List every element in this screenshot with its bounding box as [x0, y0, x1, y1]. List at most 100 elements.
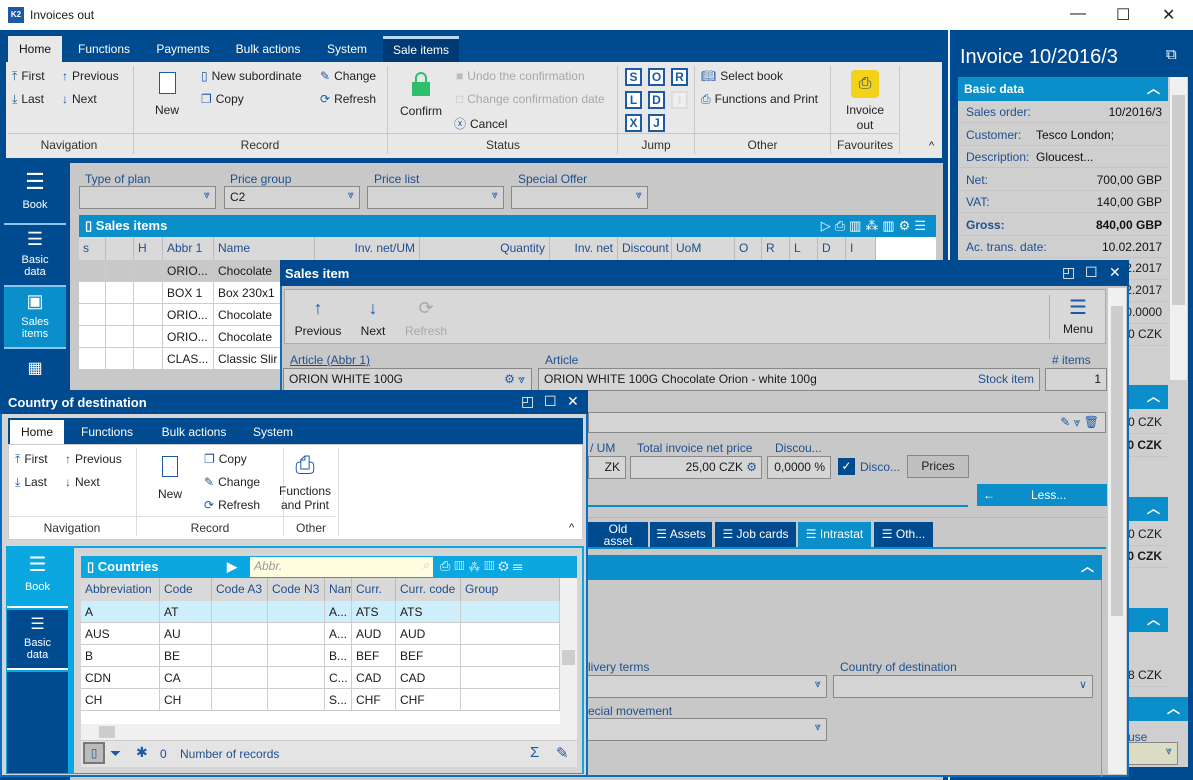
change-confirmation-date-button[interactable]: □ Change confirmation date [456, 92, 605, 106]
note-field[interactable]: ✎ ⩔ 🗑︎ [588, 412, 1106, 433]
previous-button[interactable]: ↑ Previous [292, 298, 344, 338]
table-cell[interactable]: CH [81, 689, 160, 711]
table-cell[interactable] [268, 667, 325, 689]
table-cell[interactable]: ORIO... [163, 260, 214, 282]
table-cell[interactable]: CH [160, 689, 212, 711]
article-abbr-field[interactable]: ORION WHITE 100G ⚙ ⩔ [283, 368, 532, 391]
total-net-field[interactable]: 25,00 CZK ⚙ [630, 456, 762, 479]
table-cell[interactable] [106, 260, 134, 282]
table-cell[interactable]: AUS [81, 623, 160, 645]
sidebar-item-sales-items[interactable]: ▣ Sales items [4, 287, 66, 349]
tab-other[interactable]: ☰ Oth... [874, 522, 933, 547]
table-cell[interactable] [461, 645, 560, 667]
tab-job-cards[interactable]: ☰ Job cards [715, 522, 796, 547]
close-icon[interactable]: ✕ [1109, 264, 1121, 280]
collapse-icon[interactable]: ︿ [1146, 501, 1160, 516]
delivery-terms-combo[interactable]: ⩔ [582, 675, 827, 698]
tab-bulk-actions[interactable]: Bulk actions [235, 42, 301, 56]
sidebar-item-book[interactable]: ☰ Book [4, 163, 66, 225]
tab-bulk-actions[interactable]: Bulk actions [161, 425, 227, 439]
table-cell[interactable]: ORIO... [163, 326, 214, 348]
dock-icon[interactable]: ◰ [1062, 264, 1076, 280]
table-cell[interactable]: AU [160, 623, 212, 645]
tab-assets[interactable]: ☰ Assets [650, 522, 712, 547]
table-cell[interactable] [106, 282, 134, 304]
collapse-icon[interactable]: ︿ [1146, 389, 1160, 404]
table-cell[interactable]: BE [160, 645, 212, 667]
table-cell[interactable]: B... [325, 645, 352, 667]
table-cell[interactable] [212, 623, 268, 645]
column-header[interactable]: Nam [325, 578, 352, 601]
new-subordinate-button[interactable]: ▯ New subordinate [201, 69, 302, 83]
column-header[interactable]: Name [214, 237, 315, 260]
table-cell[interactable] [79, 260, 106, 282]
country-title-bar[interactable]: Country of destination ◰ ☐ ✕ [0, 390, 588, 414]
table-cell[interactable] [212, 601, 268, 623]
filter-icon[interactable]: ⏷ [110, 745, 122, 761]
collapse-icon[interactable]: ︿ [1166, 701, 1180, 716]
table-cell[interactable]: BOX 1 [163, 282, 214, 304]
minimize-button[interactable]: — [1070, 5, 1086, 22]
maximize-icon[interactable]: ☐ [1085, 264, 1098, 280]
invoice-out-favourite-button[interactable]: ⎙ Invoice out [835, 68, 895, 132]
table-cell[interactable] [212, 667, 268, 689]
countries-hscroll[interactable] [81, 724, 560, 740]
table-cell[interactable] [134, 260, 163, 282]
copy-button[interactable]: ❐ Copy [204, 452, 247, 466]
column-header[interactable]: Inv. net [550, 237, 618, 260]
table-cell[interactable]: BEF [352, 645, 396, 667]
column-header[interactable]: Abbr 1 [163, 237, 214, 260]
jump-l-button[interactable]: L [625, 91, 642, 109]
table-cell[interactable] [212, 689, 268, 711]
table-cell[interactable]: CLAS... [163, 348, 214, 370]
column-header[interactable] [106, 237, 134, 260]
table-cell[interactable]: A... [325, 601, 352, 623]
new-button[interactable]: New [145, 70, 189, 122]
jump-r-button[interactable]: R [671, 68, 688, 86]
prices-button[interactable]: Prices [907, 455, 969, 478]
table-cell[interactable]: C... [325, 667, 352, 689]
basic-data-section-header[interactable]: Basic data ︿ [958, 77, 1168, 101]
sales-item-title-bar[interactable]: Sales item ◰ ☐ ✕ [280, 260, 1129, 286]
collapse-ribbon-icon[interactable]: ^ [929, 140, 935, 152]
column-header[interactable]: s [79, 237, 106, 260]
sidebar-item-book[interactable]: ☰ Book [7, 548, 68, 608]
country-of-destination-combo[interactable]: ∨ [833, 675, 1093, 698]
column-header[interactable]: Code A3 [212, 578, 268, 601]
table-cell[interactable] [268, 623, 325, 645]
less-button[interactable]: ← Less... [977, 484, 1107, 506]
jump-i-button[interactable]: I [671, 91, 688, 109]
article-field[interactable]: ORION WHITE 100G Chocolate Orion - white… [538, 368, 1040, 391]
column-header[interactable]: Quantity [420, 237, 550, 260]
price-list-combo[interactable]: ⩔ [367, 186, 504, 209]
table-cell[interactable] [268, 601, 325, 623]
column-header[interactable]: Inv. net/UM [315, 237, 420, 260]
table-cell[interactable]: S... [325, 689, 352, 711]
table-cell[interactable] [106, 348, 134, 370]
book-toggle-button[interactable]: ▯ [83, 742, 105, 764]
last-button[interactable]: ⤓ Last [15, 475, 47, 489]
table-cell[interactable]: AT [160, 601, 212, 623]
table-cell[interactable]: AUD [352, 623, 396, 645]
close-icon[interactable]: ✕ [567, 393, 579, 409]
column-header[interactable]: Abbreviation [81, 578, 160, 601]
collapse-icon[interactable]: ︿ [1080, 559, 1094, 574]
table-cell[interactable]: CAD [352, 667, 396, 689]
functions-and-print-button[interactable]: ⎙ Functions and Print [701, 92, 818, 106]
copy-button[interactable]: ❐ Copy [201, 92, 244, 106]
table-cell[interactable]: ATS [352, 601, 396, 623]
table-cell[interactable] [461, 623, 560, 645]
column-header[interactable]: I [846, 237, 876, 260]
table-cell[interactable]: ORIO... [163, 304, 214, 326]
grid-toolbar-icons[interactable]: ▷⎙▥⁂▥⚙☰ [820, 218, 930, 233]
tab-home[interactable]: Home [8, 36, 62, 62]
column-header[interactable]: Code N3 [268, 578, 325, 601]
table-cell[interactable] [106, 304, 134, 326]
table-cell[interactable]: CA [160, 667, 212, 689]
table-cell[interactable] [79, 304, 106, 326]
tab-sale-items[interactable]: Sale items [383, 36, 459, 62]
confirm-button[interactable]: Confirm [395, 70, 447, 118]
column-header[interactable]: D [818, 237, 846, 260]
table-cell[interactable]: A... [325, 623, 352, 645]
discount-checkbox[interactable]: ✓ [838, 458, 855, 475]
